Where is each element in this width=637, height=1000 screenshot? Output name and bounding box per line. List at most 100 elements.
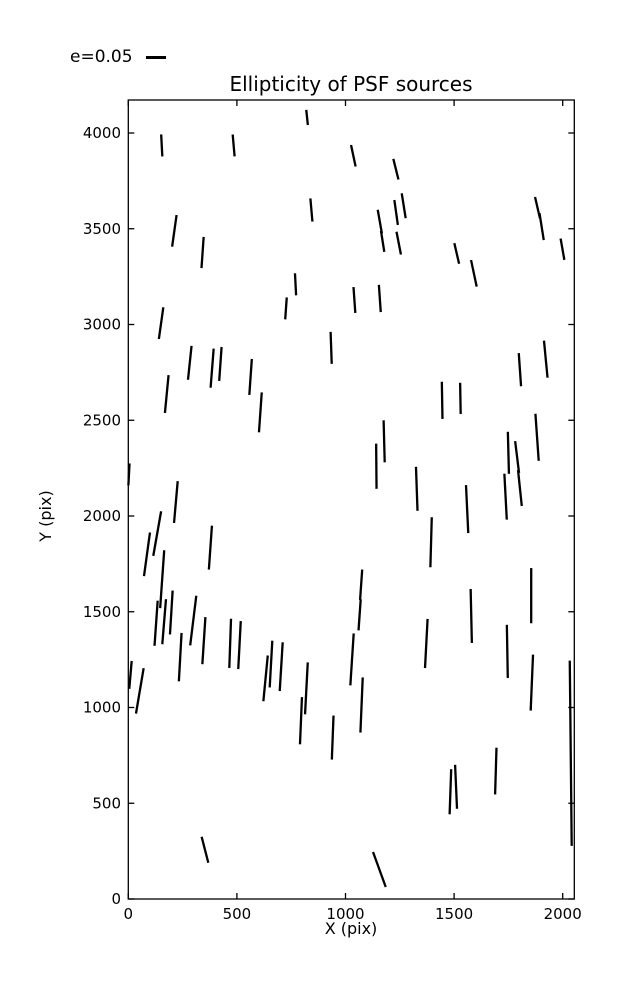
ellipticity-stick [172, 481, 179, 524]
x-axis-label: X (pix) [324, 919, 378, 938]
ellipticity-stick [209, 348, 215, 388]
ellipticity-stick [128, 660, 133, 689]
chart-title: Ellipticity of PSF sources [229, 72, 473, 96]
ellipticity-stick [127, 463, 131, 486]
ellipticity-stick [163, 374, 170, 414]
ellipticity-stick [298, 697, 304, 745]
ellipticity-stick [534, 413, 540, 461]
ellipticity-stick [352, 286, 357, 314]
x-tick-label: 0 [124, 905, 134, 923]
legend: e=0.05 [70, 49, 166, 66]
ellipticity-stick [159, 550, 166, 609]
ellipticity-stick [161, 599, 168, 645]
ellipticity-stick [559, 238, 566, 261]
ellipticity-stick [303, 662, 309, 715]
ellipticity-stick [293, 273, 298, 296]
ellipticity-stick [503, 473, 508, 520]
ellipticity-stick [429, 517, 433, 568]
ellipticity-stick [228, 618, 233, 668]
ellipticity-stick [400, 193, 407, 219]
ellipticity-stick [237, 621, 242, 670]
y-tick-label: 4000 [83, 124, 121, 142]
y-axis-label: Y (pix) [36, 490, 55, 542]
ellipticity-stick [231, 134, 236, 157]
legend-line-sample [145, 56, 166, 59]
ellipticity-stick [448, 769, 453, 815]
x-tick-label: 1500 [435, 905, 473, 923]
ellipticity-stick [359, 677, 364, 733]
ellipticity-stick [469, 259, 478, 287]
ellipticity-stick [458, 382, 462, 415]
ellipticity-stick [393, 199, 399, 226]
ellipticity-stick [257, 392, 263, 433]
ellipticity-stick [186, 345, 193, 380]
ellipticity-stick [218, 346, 223, 381]
y-tick-label: 500 [92, 794, 121, 812]
x-tick-label: 2000 [544, 905, 582, 923]
ellipticity-stick [349, 144, 357, 167]
ellipticity-stick [376, 209, 384, 234]
x-tick-label: 500 [223, 905, 252, 923]
ellipticity-stick [516, 470, 523, 507]
ellipticity-stick [200, 836, 210, 864]
ellipticity-stick [284, 297, 288, 320]
y-tick-label: 1500 [83, 603, 121, 621]
ellipticity-stick [377, 284, 382, 313]
x-tick-label: 1000 [326, 905, 364, 923]
y-tick-label: 2500 [83, 411, 121, 429]
ellipticity-stick [309, 198, 314, 222]
y-tick-label: 2000 [83, 507, 121, 525]
ellipticity-stick [262, 655, 269, 702]
ellipticity-stick [248, 358, 253, 396]
ellipticity-stick [379, 230, 386, 253]
ellipticity-stick [506, 431, 511, 474]
ellipticity-stick [207, 525, 214, 570]
ellipticity-stick [453, 242, 461, 265]
ellipticity-stick [440, 381, 444, 419]
ellipticity-stick [538, 213, 545, 241]
ellipticity-stick [200, 236, 205, 269]
ellipticity-stick [268, 640, 274, 688]
ellipticity-stick [382, 420, 386, 463]
ellipticity-stick [142, 532, 152, 577]
y-tick-label: 1000 [83, 699, 121, 717]
ellipticity-stick [278, 642, 284, 692]
ellipticity-stick [170, 214, 178, 247]
ellipticity-stick [357, 599, 362, 631]
ellipticity-stick [469, 588, 474, 643]
ellipticity-stick [423, 618, 429, 669]
ellipticity-stick [201, 617, 207, 665]
ellipticity-stick [513, 440, 521, 474]
ellipticity-stick [505, 624, 509, 679]
y-tick-label: 3000 [83, 316, 121, 334]
ellipticity-stick [305, 109, 309, 126]
ellipticity-stick [152, 511, 163, 557]
ellipticity-stick [168, 590, 174, 635]
axes-frame [127, 99, 575, 900]
ellipticity-stick [371, 851, 387, 888]
ellipticity-stick [529, 654, 535, 711]
ellipticity-stick [134, 667, 145, 714]
ellipticity-stick [358, 569, 364, 600]
legend-label: e=0.05 [70, 47, 133, 67]
y-tick-label: 0 [111, 890, 121, 908]
ellipticity-stick [542, 340, 549, 378]
ellipticity-stick [568, 660, 573, 846]
ellipticity-stick [189, 595, 198, 646]
ellipticity-stick [349, 633, 355, 686]
ellipticity-stick [395, 231, 403, 255]
ellipticity-stick [392, 158, 400, 180]
ellipticity-stick [453, 764, 459, 809]
ellipticity-stick [153, 600, 159, 646]
ellipticity-stick [493, 747, 498, 795]
ellipticity-stick [517, 353, 523, 387]
ellipticity-stick [414, 466, 419, 511]
y-tick-label: 3500 [83, 220, 121, 238]
ellipticity-stick [177, 632, 183, 682]
ellipticity-stick [157, 307, 165, 340]
ellipticity-stick [160, 134, 164, 157]
ellipticity-stick [330, 715, 335, 760]
ellipticity-stick [329, 331, 333, 364]
